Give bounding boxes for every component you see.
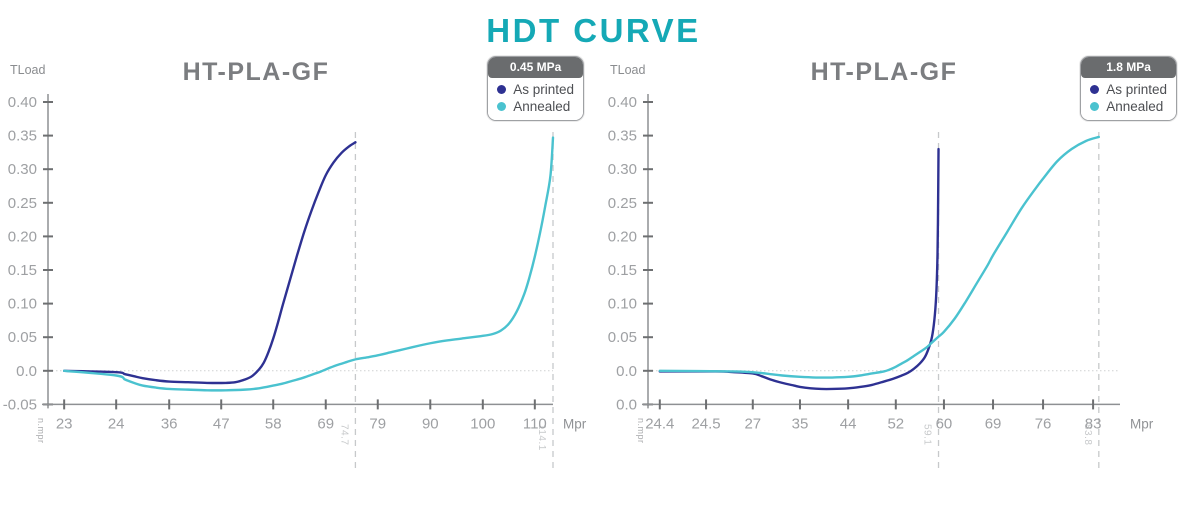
series-as-printed (658, 147, 940, 391)
legend-item-as-printed: As printed (1081, 81, 1176, 98)
marker-label-114.1: 114.1 (536, 424, 547, 451)
y-axis-label: TLoad (610, 63, 645, 77)
x-unit-label: Mpr (563, 416, 587, 431)
svg-text:60: 60 (936, 415, 953, 432)
origin-axis-label: n.mpr (636, 418, 646, 444)
legend-1.8mpa: 1.8 MPa As printed Annealed (1080, 56, 1177, 121)
marker-label-83.8: 83.8 (1082, 424, 1093, 445)
as-printed-dot-icon (497, 85, 507, 94)
series-as-printed (62, 141, 357, 385)
svg-text:58: 58 (265, 415, 282, 432)
legend-header: 1.8 MPa (1081, 57, 1176, 78)
svg-text:0.20: 0.20 (8, 228, 37, 245)
origin-axis-label: n.mpr (36, 418, 46, 444)
svg-text:0.35: 0.35 (8, 128, 37, 145)
legend-item-label: Annealed (1106, 99, 1164, 114)
chart-title: HT-PLA-GF (811, 58, 958, 86)
svg-text:27: 27 (744, 415, 761, 432)
svg-text:0.40: 0.40 (608, 94, 637, 111)
svg-text:0.15: 0.15 (8, 262, 37, 279)
chart-1.8mpa: HT-PLA-GF TLoad 59.1 83.8 0.40 0.35 0.30 0.25 0.… (594, 52, 1187, 488)
legend-item-annealed: Annealed (488, 98, 583, 115)
series-annealed (62, 136, 555, 392)
svg-text:44: 44 (840, 415, 857, 432)
svg-text:47: 47 (213, 415, 230, 432)
svg-text:83: 83 (1085, 415, 1102, 432)
marker-label-59.1: 59.1 (922, 424, 933, 445)
svg-text:0.40: 0.40 (8, 94, 37, 111)
x-axis: 23 24 36 47 58 69 79 90 100 110 Mpr (42, 399, 587, 432)
svg-text:100: 100 (470, 415, 495, 432)
chart-0.45mpa: HT-PLA-GF TLoad 74.7 114.1 0.40 0.35 0.30 0.25 0… (0, 52, 594, 488)
page-title: HDT CURVE (486, 12, 701, 49)
charts-row: HT-PLA-GF TLoad 74.7 114.1 0.40 0.35 0.30 0.25 0… (0, 52, 1187, 488)
svg-text:0.30: 0.30 (608, 161, 637, 178)
svg-text:69: 69 (985, 415, 1002, 432)
series-annealed (658, 135, 1101, 379)
svg-text:0.25: 0.25 (8, 195, 37, 212)
svg-text:24.4: 24.4 (645, 415, 674, 432)
svg-text:90: 90 (422, 415, 439, 432)
svg-text:110: 110 (523, 415, 547, 432)
svg-text:79: 79 (369, 415, 386, 432)
svg-text:35: 35 (792, 415, 809, 432)
y-axis-label: TLoad (10, 63, 45, 77)
svg-text:0.0: 0.0 (16, 363, 37, 380)
x-axis: 24.4 24.5 27 35 44 52 60 69 76 83 Mpr (642, 399, 1154, 432)
svg-text:0.0: 0.0 (616, 396, 637, 413)
svg-text:0.0: 0.0 (616, 363, 637, 380)
svg-text:23: 23 (56, 415, 73, 432)
svg-text:76: 76 (1035, 415, 1052, 432)
legend-0.45mpa: 0.45 MPa As printed Annealed (487, 56, 584, 121)
legend-body: As printed Annealed (488, 78, 583, 120)
svg-text:36: 36 (161, 415, 178, 432)
svg-text:0.10: 0.10 (608, 296, 637, 313)
as-printed-dot-icon (1090, 85, 1100, 94)
svg-text:0.30: 0.30 (8, 161, 37, 178)
chart-title: HT-PLA-GF (183, 58, 330, 86)
legend-item-as-printed: As printed (488, 81, 583, 98)
svg-text:-0.05: -0.05 (3, 396, 37, 413)
svg-text:0.15: 0.15 (608, 262, 637, 279)
svg-text:0.35: 0.35 (608, 128, 637, 145)
svg-text:24: 24 (108, 415, 125, 432)
x-unit-label: Mpr (1130, 416, 1154, 431)
svg-text:0.20: 0.20 (608, 228, 637, 245)
annealed-dot-icon (497, 102, 507, 111)
svg-text:0.05: 0.05 (608, 329, 637, 346)
svg-text:52: 52 (887, 415, 904, 432)
svg-text:0.05: 0.05 (8, 329, 37, 346)
legend-item-annealed: Annealed (1081, 98, 1176, 115)
marker-label-74.7: 74.7 (338, 424, 349, 445)
legend-item-label: As printed (513, 82, 574, 97)
legend-header: 0.45 MPa (488, 57, 583, 78)
y-axis: 0.40 0.35 0.30 0.25 0.20 0.15 0.10 0.05 0.0 -0.05 (3, 94, 53, 413)
y-axis: 0.40 0.35 0.30 0.25 0.20 0.15 0.10 0.05 0.0 0.0 (608, 94, 653, 413)
svg-text:69: 69 (317, 415, 334, 432)
legend-item-label: Annealed (513, 99, 571, 114)
legend-item-label: As printed (1106, 82, 1167, 97)
svg-text:0.25: 0.25 (608, 195, 637, 212)
legend-body: As printed Annealed (1081, 78, 1176, 120)
svg-text:24.5: 24.5 (691, 415, 720, 432)
annealed-dot-icon (1090, 102, 1100, 111)
svg-text:0.10: 0.10 (8, 296, 37, 313)
